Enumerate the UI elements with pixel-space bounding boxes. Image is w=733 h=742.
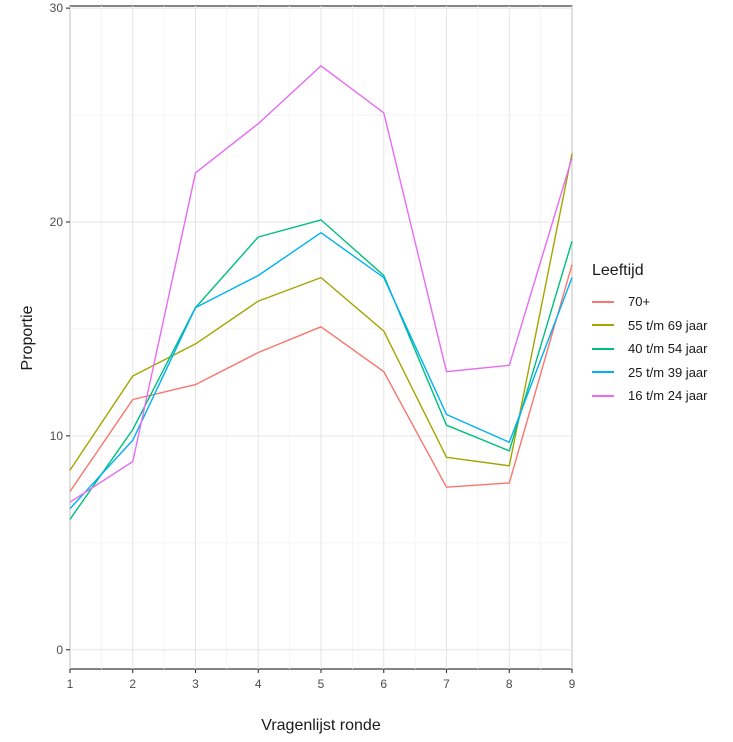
legend-item-16-24: 16 t/m 24 jaar	[592, 384, 708, 408]
series-layer	[69, 65, 573, 520]
legend-item-40-54: 40 t/m 54 jaar	[592, 337, 708, 361]
x-tick-label: 5	[318, 677, 325, 691]
legend-title: Leeftijd	[592, 262, 644, 279]
legend-swatch	[592, 394, 614, 397]
y-tick-label: 10	[50, 429, 64, 443]
axes-layer: 0 10 20 30 1 2 3 4 5 6 7 8 9	[50, 1, 576, 691]
x-tick-label: 4	[255, 677, 262, 691]
x-tick-label: 2	[129, 677, 136, 691]
legend: Leeftijd 70+ 55 t/m 69 jaar 40 t/m 54 ja…	[592, 262, 708, 408]
legend-swatch	[592, 347, 614, 350]
legend-label: 25 t/m 39 jaar	[628, 364, 708, 380]
y-tick-label: 30	[50, 1, 64, 15]
x-tick-label: 6	[380, 677, 387, 691]
x-tick-label: 9	[569, 677, 576, 691]
y-tick-label: 0	[56, 643, 63, 657]
x-tick-label: 8	[506, 677, 513, 691]
series-line-3	[69, 231, 573, 510]
legend-label: 40 t/m 54 jaar	[628, 341, 708, 357]
legend-swatch	[592, 324, 614, 327]
legend-item-70plus: 70+	[592, 290, 708, 314]
y-tick-label: 20	[50, 215, 64, 229]
x-tick-label: 1	[67, 677, 74, 691]
x-tick-label: 3	[192, 677, 199, 691]
legend-item-55-69: 55 t/m 69 jaar	[592, 314, 708, 338]
legend-label: 70+	[628, 294, 651, 310]
series-line-4	[69, 65, 573, 503]
legend-label: 16 t/m 24 jaar	[628, 388, 708, 404]
legend-item-25-39: 25 t/m 39 jaar	[592, 361, 708, 385]
grid-major	[69, 6, 573, 669]
legend-label: 55 t/m 69 jaar	[628, 317, 708, 333]
legend-swatch	[592, 371, 614, 374]
x-axis-title: Vragenlijst ronde	[261, 717, 381, 734]
series-line-2	[69, 219, 573, 520]
x-tick-label: 7	[443, 677, 450, 691]
legend-swatch	[592, 300, 614, 303]
y-axis-title: Proportie	[19, 305, 36, 370]
